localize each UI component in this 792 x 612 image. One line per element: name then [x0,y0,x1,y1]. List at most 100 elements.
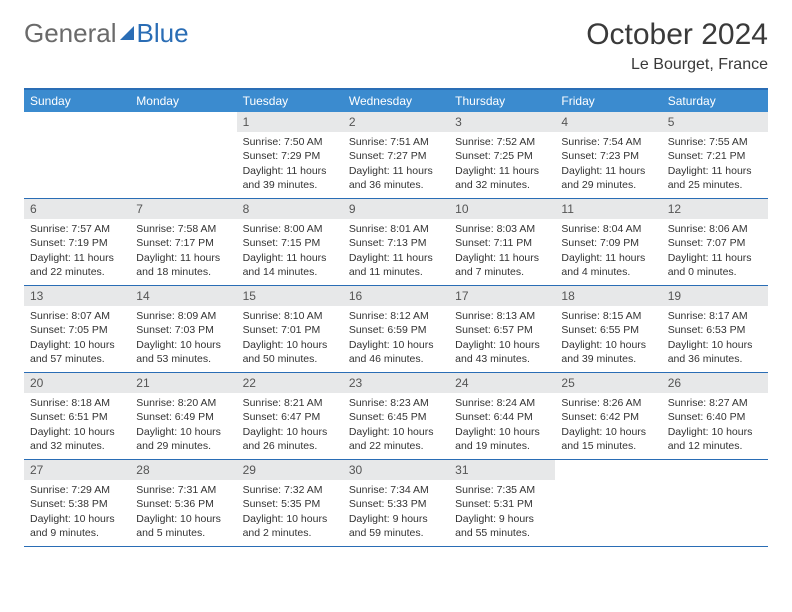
calendar-cell: 8Sunrise: 8:00 AMSunset: 7:15 PMDaylight… [237,199,343,285]
calendar-cell: 6Sunrise: 7:57 AMSunset: 7:19 PMDaylight… [24,199,130,285]
calendar-cell: 30Sunrise: 7:34 AMSunset: 5:33 PMDayligh… [343,460,449,546]
weekday-label: Tuesday [237,90,343,112]
calendar-cell: 20Sunrise: 8:18 AMSunset: 6:51 PMDayligh… [24,373,130,459]
weekday-label: Saturday [662,90,768,112]
day-number: 11 [555,199,661,219]
day-info: Sunrise: 7:58 AMSunset: 7:17 PMDaylight:… [130,219,236,285]
calendar-cell: 24Sunrise: 8:24 AMSunset: 6:44 PMDayligh… [449,373,555,459]
weekday-label: Sunday [24,90,130,112]
day-info: Sunrise: 7:32 AMSunset: 5:35 PMDaylight:… [237,480,343,546]
day-info: Sunrise: 8:18 AMSunset: 6:51 PMDaylight:… [24,393,130,459]
calendar-week: 27Sunrise: 7:29 AMSunset: 5:38 PMDayligh… [24,460,768,547]
day-info: Sunrise: 8:07 AMSunset: 7:05 PMDaylight:… [24,306,130,372]
weekday-label: Friday [555,90,661,112]
day-number: 23 [343,373,449,393]
day-info: Sunrise: 7:50 AMSunset: 7:29 PMDaylight:… [237,132,343,198]
weekday-header: SundayMondayTuesdayWednesdayThursdayFrid… [24,90,768,112]
day-number: 5 [662,112,768,132]
day-number: 17 [449,286,555,306]
calendar-cell: 1Sunrise: 7:50 AMSunset: 7:29 PMDaylight… [237,112,343,198]
day-info: Sunrise: 8:23 AMSunset: 6:45 PMDaylight:… [343,393,449,459]
calendar-cell: 18Sunrise: 8:15 AMSunset: 6:55 PMDayligh… [555,286,661,372]
day-info: Sunrise: 8:26 AMSunset: 6:42 PMDaylight:… [555,393,661,459]
calendar-cell: 10Sunrise: 8:03 AMSunset: 7:11 PMDayligh… [449,199,555,285]
day-info: Sunrise: 7:57 AMSunset: 7:19 PMDaylight:… [24,219,130,285]
day-number: 26 [662,373,768,393]
weekday-label: Wednesday [343,90,449,112]
header: General Blue October 2024 Le Bourget, Fr… [24,18,768,74]
calendar-cell: 7Sunrise: 7:58 AMSunset: 7:17 PMDaylight… [130,199,236,285]
calendar-cell: 27Sunrise: 7:29 AMSunset: 5:38 PMDayligh… [24,460,130,546]
calendar-week: 20Sunrise: 8:18 AMSunset: 6:51 PMDayligh… [24,373,768,460]
title-block: October 2024 Le Bourget, France [586,18,768,74]
calendar-cell: 2Sunrise: 7:51 AMSunset: 7:27 PMDaylight… [343,112,449,198]
day-info: Sunrise: 8:15 AMSunset: 6:55 PMDaylight:… [555,306,661,372]
day-info: Sunrise: 8:01 AMSunset: 7:13 PMDaylight:… [343,219,449,285]
logo-blue: Blue [137,18,189,49]
calendar-cell: 12Sunrise: 8:06 AMSunset: 7:07 PMDayligh… [662,199,768,285]
day-info: Sunrise: 7:31 AMSunset: 5:36 PMDaylight:… [130,480,236,546]
calendar-cell: 3Sunrise: 7:52 AMSunset: 7:25 PMDaylight… [449,112,555,198]
day-number: 29 [237,460,343,480]
calendar-cell [130,112,236,198]
day-number: 13 [24,286,130,306]
day-number: 12 [662,199,768,219]
day-number: 4 [555,112,661,132]
calendar-cell: 9Sunrise: 8:01 AMSunset: 7:13 PMDaylight… [343,199,449,285]
day-number: 10 [449,199,555,219]
calendar-cell: 15Sunrise: 8:10 AMSunset: 7:01 PMDayligh… [237,286,343,372]
calendar-week: 13Sunrise: 8:07 AMSunset: 7:05 PMDayligh… [24,286,768,373]
day-number: 19 [662,286,768,306]
day-number: 15 [237,286,343,306]
calendar: SundayMondayTuesdayWednesdayThursdayFrid… [24,88,768,547]
day-info: Sunrise: 7:34 AMSunset: 5:33 PMDaylight:… [343,480,449,546]
day-info: Sunrise: 8:21 AMSunset: 6:47 PMDaylight:… [237,393,343,459]
day-info: Sunrise: 8:27 AMSunset: 6:40 PMDaylight:… [662,393,768,459]
day-info: Sunrise: 7:51 AMSunset: 7:27 PMDaylight:… [343,132,449,198]
day-number: 27 [24,460,130,480]
day-number: 22 [237,373,343,393]
day-info: Sunrise: 7:29 AMSunset: 5:38 PMDaylight:… [24,480,130,546]
calendar-cell: 26Sunrise: 8:27 AMSunset: 6:40 PMDayligh… [662,373,768,459]
calendar-cell: 22Sunrise: 8:21 AMSunset: 6:47 PMDayligh… [237,373,343,459]
calendar-week: 1Sunrise: 7:50 AMSunset: 7:29 PMDaylight… [24,112,768,199]
weekday-label: Monday [130,90,236,112]
day-info: Sunrise: 8:00 AMSunset: 7:15 PMDaylight:… [237,219,343,285]
calendar-cell [555,460,661,546]
calendar-cell: 4Sunrise: 7:54 AMSunset: 7:23 PMDaylight… [555,112,661,198]
day-number: 21 [130,373,236,393]
day-number: 9 [343,199,449,219]
day-info: Sunrise: 8:10 AMSunset: 7:01 PMDaylight:… [237,306,343,372]
calendar-week: 6Sunrise: 7:57 AMSunset: 7:19 PMDaylight… [24,199,768,286]
logo-triangle-icon [120,26,134,40]
day-number: 18 [555,286,661,306]
day-info: Sunrise: 8:20 AMSunset: 6:49 PMDaylight:… [130,393,236,459]
calendar-cell: 31Sunrise: 7:35 AMSunset: 5:31 PMDayligh… [449,460,555,546]
calendar-cell: 23Sunrise: 8:23 AMSunset: 6:45 PMDayligh… [343,373,449,459]
location: Le Bourget, France [586,56,768,74]
day-number: 20 [24,373,130,393]
calendar-cell: 25Sunrise: 8:26 AMSunset: 6:42 PMDayligh… [555,373,661,459]
day-number: 16 [343,286,449,306]
day-info: Sunrise: 7:35 AMSunset: 5:31 PMDaylight:… [449,480,555,546]
logo: General Blue [24,18,189,49]
calendar-cell: 21Sunrise: 8:20 AMSunset: 6:49 PMDayligh… [130,373,236,459]
day-info: Sunrise: 7:54 AMSunset: 7:23 PMDaylight:… [555,132,661,198]
page-title: October 2024 [586,18,768,52]
day-number: 2 [343,112,449,132]
day-number: 28 [130,460,236,480]
calendar-cell: 29Sunrise: 7:32 AMSunset: 5:35 PMDayligh… [237,460,343,546]
day-info: Sunrise: 8:06 AMSunset: 7:07 PMDaylight:… [662,219,768,285]
calendar-cell: 16Sunrise: 8:12 AMSunset: 6:59 PMDayligh… [343,286,449,372]
calendar-cell: 19Sunrise: 8:17 AMSunset: 6:53 PMDayligh… [662,286,768,372]
weekday-label: Thursday [449,90,555,112]
day-number: 24 [449,373,555,393]
logo-general: General [24,18,117,49]
day-info: Sunrise: 8:13 AMSunset: 6:57 PMDaylight:… [449,306,555,372]
calendar-cell: 28Sunrise: 7:31 AMSunset: 5:36 PMDayligh… [130,460,236,546]
calendar-cell: 17Sunrise: 8:13 AMSunset: 6:57 PMDayligh… [449,286,555,372]
day-info: Sunrise: 8:24 AMSunset: 6:44 PMDaylight:… [449,393,555,459]
calendar-cell: 11Sunrise: 8:04 AMSunset: 7:09 PMDayligh… [555,199,661,285]
day-number: 14 [130,286,236,306]
day-info: Sunrise: 8:12 AMSunset: 6:59 PMDaylight:… [343,306,449,372]
